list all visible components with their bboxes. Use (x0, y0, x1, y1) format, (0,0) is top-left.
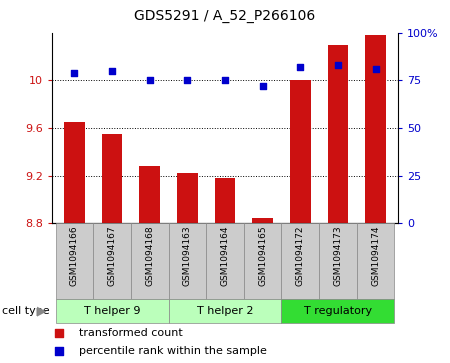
Bar (244, 223, 282, 299)
Bar (177, 173, 198, 223)
Text: GSM1094165: GSM1094165 (258, 225, 267, 286)
Bar (282, 299, 395, 323)
Bar (93, 223, 131, 299)
Point (55, 330, 62, 336)
Bar (319, 223, 357, 299)
Text: percentile rank within the sample: percentile rank within the sample (80, 346, 267, 356)
Text: GSM1094167: GSM1094167 (108, 225, 117, 286)
Bar (140, 166, 160, 223)
Bar (102, 134, 122, 223)
Text: GSM1094172: GSM1094172 (296, 225, 305, 286)
Text: GSM1094174: GSM1094174 (371, 225, 380, 286)
Bar (215, 178, 235, 223)
Point (146, 77, 153, 83)
Text: GSM1094164: GSM1094164 (220, 225, 230, 286)
Bar (131, 223, 168, 299)
Bar (168, 223, 206, 299)
Point (372, 66, 379, 72)
Point (297, 64, 304, 70)
Bar (357, 223, 395, 299)
Point (221, 77, 229, 83)
Bar (55, 299, 168, 323)
Bar (64, 122, 85, 223)
Bar (282, 223, 319, 299)
Text: GSM1094166: GSM1094166 (70, 225, 79, 286)
Point (55, 348, 62, 354)
Point (184, 77, 191, 83)
Text: transformed count: transformed count (80, 328, 183, 338)
Text: ▶: ▶ (37, 305, 46, 318)
Text: GDS5291 / A_52_P266106: GDS5291 / A_52_P266106 (135, 9, 315, 23)
Point (108, 68, 116, 74)
Bar (55, 223, 93, 299)
Bar (365, 35, 386, 223)
Text: GSM1094168: GSM1094168 (145, 225, 154, 286)
Bar (168, 299, 282, 323)
Bar (252, 219, 273, 223)
Text: GSM1094163: GSM1094163 (183, 225, 192, 286)
Text: GSM1094173: GSM1094173 (333, 225, 342, 286)
Point (71, 70, 78, 76)
Text: T helper 9: T helper 9 (84, 306, 140, 316)
Text: cell type: cell type (2, 306, 50, 316)
Bar (328, 45, 348, 223)
Bar (206, 223, 244, 299)
Point (334, 62, 342, 68)
Bar (290, 80, 310, 223)
Text: T helper 2: T helper 2 (197, 306, 253, 316)
Point (259, 83, 266, 89)
Text: T regulatory: T regulatory (304, 306, 372, 316)
